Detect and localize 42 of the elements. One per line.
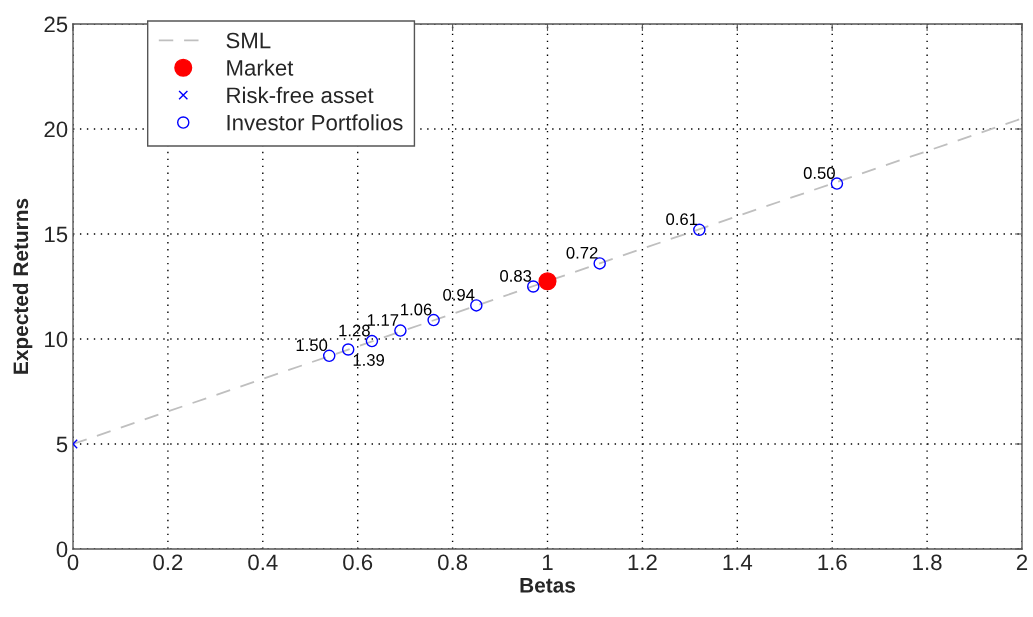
x-tick-label: 0 <box>67 554 79 571</box>
point <box>830 177 844 190</box>
x-tick-label: 1.8 <box>913 554 942 571</box>
annotation: 1.39 <box>353 354 385 366</box>
x-tick-label: 2 <box>1016 554 1028 570</box>
x-tick-label: 1.6 <box>818 554 847 571</box>
annotation: 0.94 <box>443 288 475 301</box>
point <box>322 349 336 363</box>
y-tick-label: 5 <box>56 436 68 453</box>
x-tick-label: 1.4 <box>723 554 753 570</box>
x-tick-label: 0.8 <box>438 554 468 571</box>
y-tick-label: 0 <box>56 541 68 558</box>
legend-label: SML <box>226 32 271 49</box>
y-tick-label: 10 <box>45 331 68 348</box>
y-tick-label: 15 <box>45 226 68 243</box>
x-tick-label: 1.2 <box>628 554 657 570</box>
point <box>527 280 540 293</box>
point <box>693 223 706 237</box>
annotation: 0.50 <box>803 167 835 179</box>
annotation: 1.06 <box>401 303 432 316</box>
annotation: 0.61 <box>666 213 698 226</box>
point <box>538 272 557 291</box>
x-tick-label: 0.6 <box>343 554 373 571</box>
annotation: 0.83 <box>500 270 532 282</box>
annotation: 1.28 <box>339 324 370 337</box>
y-tick-label: 25 <box>44 16 68 33</box>
x-axis-title: Betas <box>520 578 576 593</box>
point <box>341 343 355 356</box>
annotation: 1.50 <box>296 339 328 352</box>
point <box>470 299 483 312</box>
y-tick-label: 20 <box>44 121 68 138</box>
annotation: 1.17 <box>367 314 399 326</box>
x-tick-label: 0.4 <box>248 554 278 571</box>
x-tick-label: 1 <box>543 554 553 570</box>
legend-label: Investor Portfolios <box>227 114 403 131</box>
point <box>593 257 606 270</box>
x-tick-label: 0.2 <box>153 554 183 571</box>
legend-label: Market <box>227 59 294 76</box>
y-axis-title: Expected Returns <box>12 198 33 374</box>
legend-label: Risk-free asset <box>227 86 374 104</box>
point <box>394 324 407 337</box>
annotation: 0.72 <box>566 246 598 259</box>
